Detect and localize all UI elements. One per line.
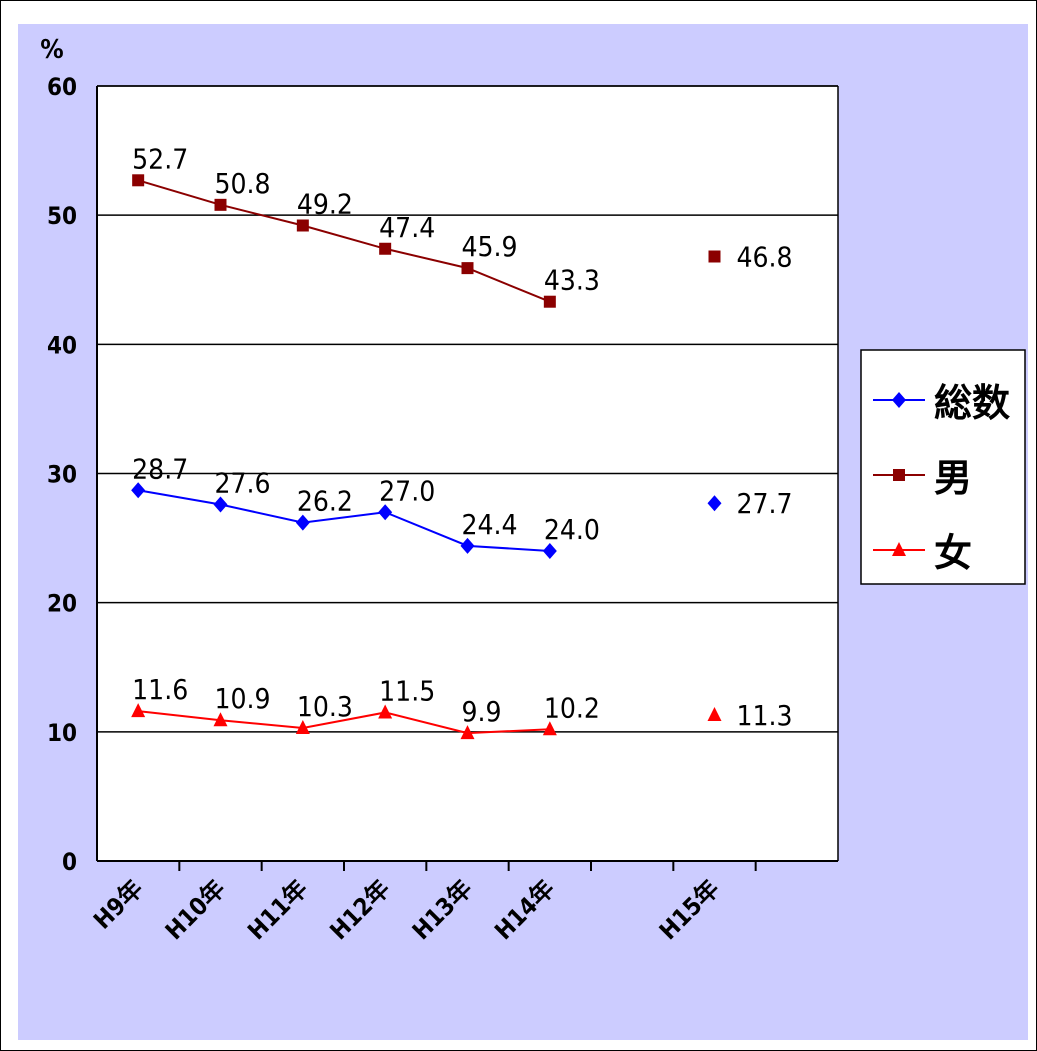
data-label: 27.6 xyxy=(215,467,271,500)
data-label: 24.4 xyxy=(462,508,518,541)
data-label: 10.2 xyxy=(544,691,600,724)
series-女: 11.6 10.9 10.3 11.5 9.9 10.2 11.3 xyxy=(131,673,793,740)
square-marker xyxy=(132,174,145,187)
triangle-marker xyxy=(378,704,393,719)
square-marker xyxy=(893,469,905,481)
square-marker xyxy=(543,295,556,308)
triangle-marker xyxy=(707,707,722,722)
data-label: 45.9 xyxy=(462,230,518,263)
legend-label: 女 xyxy=(934,531,972,575)
legend-item: 女 xyxy=(873,531,972,575)
data-label: 26.2 xyxy=(297,485,353,518)
data-label: 24.0 xyxy=(544,513,600,546)
diamond-marker xyxy=(892,392,906,408)
legend-item: 総数 xyxy=(873,381,1010,425)
data-label: 27.7 xyxy=(737,487,793,520)
triangle-marker xyxy=(892,542,906,556)
data-label: 11.3 xyxy=(737,699,793,732)
series-layer: 28.7 27.6 26.2 27.0 24.4 24.0 27.7 52.7 50.8 49.2… xyxy=(131,142,793,740)
y-tick-label: 50 xyxy=(47,202,77,230)
data-label: 11.5 xyxy=(379,674,435,707)
data-label: 52.7 xyxy=(132,142,188,175)
diamond-marker xyxy=(378,504,393,521)
y-tick-label: 0 xyxy=(62,848,77,876)
y-tick-label: 20 xyxy=(47,590,77,618)
diamond-marker xyxy=(295,514,310,531)
data-label: 9.9 xyxy=(462,695,502,728)
diamond-marker xyxy=(460,537,475,554)
triangle-marker xyxy=(295,719,310,734)
triangle-marker xyxy=(213,712,228,727)
legend-box xyxy=(860,349,1026,585)
data-label: 10.9 xyxy=(215,682,271,715)
series-line xyxy=(138,710,550,735)
square-marker xyxy=(461,262,474,275)
y-tick-label: 10 xyxy=(47,719,77,747)
axes xyxy=(96,85,839,871)
series-総数: 28.7 27.6 26.2 27.0 24.4 24.0 27.7 xyxy=(131,452,793,559)
square-marker xyxy=(379,242,392,255)
y-tick-label: 60 xyxy=(47,73,77,101)
y-tick-label: 40 xyxy=(47,331,77,359)
diamond-marker xyxy=(542,543,557,559)
legend-item: 男 xyxy=(873,456,972,500)
triangle-marker xyxy=(542,721,557,736)
data-label: 10.3 xyxy=(297,690,353,723)
data-label: 28.7 xyxy=(132,452,188,485)
diamond-marker xyxy=(707,495,722,512)
data-label: 47.4 xyxy=(379,211,435,244)
diamond-marker xyxy=(213,496,228,513)
data-label: 27.0 xyxy=(379,474,435,507)
legend-label: 男 xyxy=(934,456,972,500)
data-label: 43.3 xyxy=(544,264,600,297)
y-axis-unit-label: % xyxy=(40,35,63,65)
series-line xyxy=(137,179,551,303)
square-marker xyxy=(296,219,309,232)
triangle-marker xyxy=(460,725,475,740)
data-label: 46.8 xyxy=(737,241,793,274)
data-label: 11.6 xyxy=(132,673,188,706)
legend-label: 総数 xyxy=(934,381,1010,425)
y-axis-tick-labels: 0 10 20 30 40 50 60 xyxy=(47,73,77,876)
series-男: 52.7 50.8 49.2 47.4 45.9 43.3 46.8 xyxy=(132,142,793,308)
data-label: 49.2 xyxy=(297,188,353,221)
data-label: 50.8 xyxy=(215,167,271,200)
square-marker xyxy=(708,250,721,263)
diamond-marker xyxy=(131,482,146,499)
y-tick-label: 30 xyxy=(47,461,77,489)
triangle-marker xyxy=(131,703,146,718)
series-line xyxy=(137,489,550,552)
square-marker xyxy=(214,198,227,211)
